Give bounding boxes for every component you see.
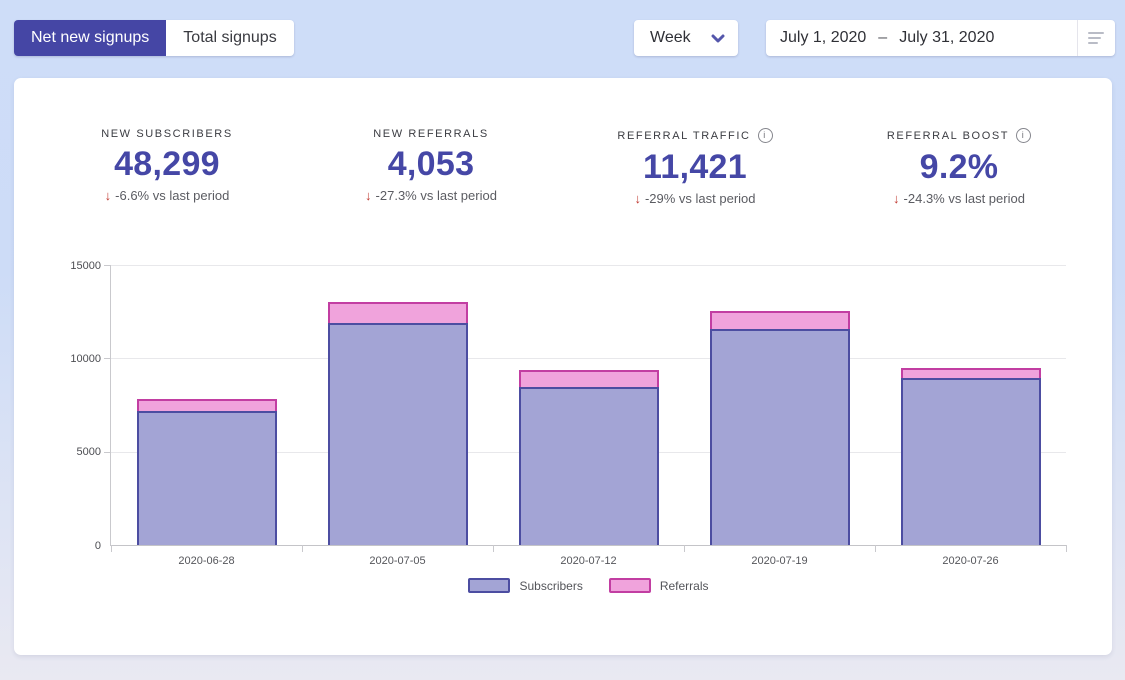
bar-segment-subscribers[interactable] [518,387,659,545]
bar-segment-referrals[interactable] [709,310,850,330]
date-range-end: July 31, 2020 [899,29,995,46]
x-axis-label: 2020-07-19 [751,555,808,567]
legend-label: Referrals [659,578,709,593]
bar-group [111,399,302,545]
y-axis-label: 0 [94,539,101,552]
stats-row: NEW SUBSCRIBERS 48,299 ↓ -6.6% vs last pe… [78,128,1048,206]
filter-icon [1088,32,1104,34]
bar-stack [900,368,1041,545]
stat-change: -24.3% vs last period [903,191,1025,206]
chevron-down-icon [711,34,725,42]
bar-group [875,368,1066,545]
y-axis-label: 15000 [70,259,101,272]
legend-swatch-subscribers [468,578,511,593]
bar-stack [327,302,468,545]
stat-change: -27.3% vs last period [375,188,497,203]
legend-item-referrals[interactable]: Referrals [608,578,709,593]
date-range-picker[interactable]: July 1, 2020 – July 31, 2020 [766,20,1115,56]
toolbar-right: Week July 1, 2020 – July 31, 2020 [634,20,1115,56]
y-axis-tick [104,358,111,360]
toggle-total-signups[interactable]: Total signups [166,20,294,56]
legend-swatch-referrals [608,578,651,593]
x-axis-label: 2020-07-05 [369,555,426,567]
x-axis-tick [875,545,876,552]
y-axis-label: 5000 [76,446,101,459]
chart-legend: Subscribers Referrals [111,578,1066,593]
stat-change: -6.6% vs last period [115,188,230,203]
bar-segment-subscribers[interactable] [327,322,468,545]
trend-down-icon: ↓ [104,188,112,203]
date-range-values: July 1, 2020 – July 31, 2020 [766,29,994,47]
bar-segment-referrals[interactable] [900,368,1041,378]
bar-group [493,369,684,545]
bar-segment-subscribers[interactable] [900,377,1041,545]
stat-value: 48,299 [114,145,220,183]
stat-label: REFERRAL BOOST [886,129,1010,142]
x-axis-tick [111,545,112,552]
stat-value: 9.2% [919,148,999,186]
stat-label: NEW SUBSCRIBERS [101,128,233,140]
stat-new-subscribers: NEW SUBSCRIBERS 48,299 ↓ -6.6% vs last pe… [78,128,256,206]
x-axis-tick [302,545,303,552]
interval-select-value: Week [650,29,691,46]
gridline [111,265,1066,266]
stat-referral-traffic: REFERRAL TRAFFIC i 11,421 ↓ -29% vs last … [606,128,784,206]
stat-change: -29% vs last period [644,191,756,206]
x-axis-label: 2020-06-28 [178,555,235,567]
report-card: NEW SUBSCRIBERS 48,299 ↓ -6.6% vs last pe… [14,78,1112,655]
info-icon[interactable]: i [757,128,773,143]
bar-stack [136,399,277,545]
x-axis-tick [1066,545,1067,552]
stat-new-referrals: NEW REFERRALS 4,053 ↓ -27.3% vs last peri… [342,128,520,206]
bar-segment-subscribers[interactable] [136,410,277,545]
trend-down-icon: ↓ [365,188,372,203]
gridline [111,358,1066,360]
stat-label: NEW REFERRALS [373,128,489,140]
filter-button[interactable] [1077,20,1115,56]
stat-value: 4,053 [387,145,475,183]
view-toggle: Net new signups Total signups [14,20,294,56]
bar-stack [518,369,659,545]
bar-segment-referrals[interactable] [327,302,468,323]
toggle-net-new-signups[interactable]: Net new signups [14,20,167,56]
stat-referral-boost: REFERRAL BOOST i 9.2% ↓ -24.3% vs last pe… [870,128,1048,206]
bar-segment-subscribers[interactable] [709,329,850,545]
y-axis-tick [104,451,111,453]
date-range-start: July 1, 2020 [780,29,867,46]
x-axis-tick [684,545,685,552]
bar-segment-referrals[interactable] [136,399,277,411]
y-axis-tick [104,265,111,266]
bar-stack [709,310,850,545]
stat-value: 11,421 [643,148,747,186]
toolbar: Net new signups Total signups Week July … [14,20,1115,56]
legend-item-subscribers[interactable]: Subscribers [468,578,583,593]
interval-select[interactable]: Week [634,20,738,56]
trend-down-icon: ↓ [893,191,900,206]
x-axis-label: 2020-07-26 [942,555,999,567]
stat-label: REFERRAL TRAFFIC [617,129,751,142]
date-range-separator: – [878,29,888,46]
legend-label: Subscribers [519,578,583,593]
x-axis-label: 2020-07-12 [560,555,617,567]
y-axis-label: 10000 [70,352,101,365]
info-icon[interactable]: i [1016,128,1032,143]
bar-segment-referrals[interactable] [518,369,659,388]
plot-area: Subscribers Referrals 0 5000 10000 15000 202… [70,260,1067,593]
trend-down-icon: ↓ [634,191,641,206]
x-axis-tick [493,545,494,552]
bar-group [302,302,493,545]
bar-group [684,310,875,545]
